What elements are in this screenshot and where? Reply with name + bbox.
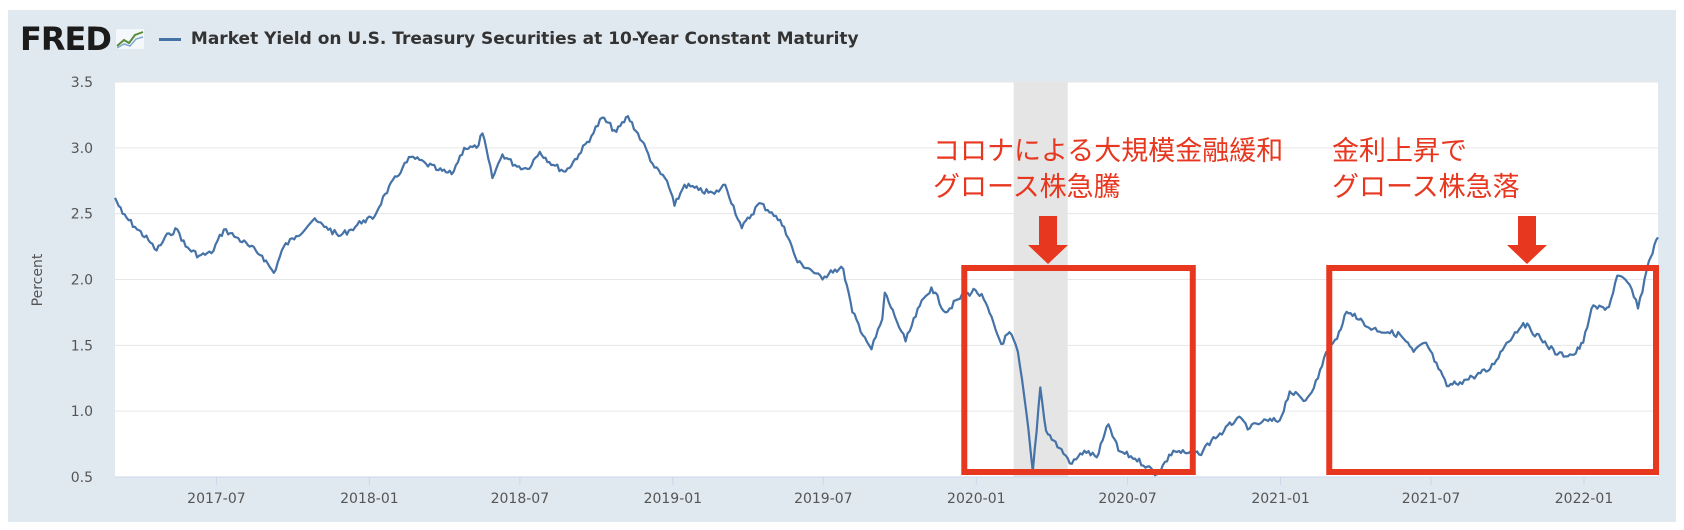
legend-swatch (158, 37, 181, 41)
x-axis: 2017-07 2018-01 2018-07 2019-01 2019-07 2020-… (115, 476, 1658, 507)
chart-header: FRED Market Yield on U.S. Treasury Secur… (20, 20, 859, 58)
graph-logo-icon (114, 28, 145, 50)
annotation-2-line2: グロース株急落 (1332, 172, 1520, 203)
x-tick-label: 2017-07 (187, 491, 246, 507)
annotation-2-line1: 金利上昇で (1332, 136, 1467, 167)
x-tick-label: 2018-01 (340, 491, 399, 507)
y-tick-label: 3.5 (71, 75, 93, 91)
y-tick-label: 1.0 (71, 404, 93, 420)
highlight-box-1 (961, 265, 1196, 475)
x-tick-label: 2019-07 (794, 491, 853, 507)
annotation-1: コロナによる大規模金融緩和 グロース株急騰 (933, 136, 1283, 264)
x-tick-label: 2022-01 (1555, 491, 1614, 507)
legend-label[interactable]: Market Yield on U.S. Treasury Securities… (190, 29, 859, 49)
x-tick-label: 2021-01 (1251, 491, 1310, 507)
y-axis: 3.5 3.0 2.5 2.0 1.5 1.0 0.5 (71, 75, 93, 486)
arrow-down-icon (1507, 216, 1547, 264)
annotation-2: 金利上昇で グロース株急落 (1332, 136, 1547, 264)
y-tick-label: 0.5 (71, 470, 93, 486)
highlight-boxes (961, 265, 1659, 475)
y-tick-label: 2.0 (71, 273, 93, 289)
x-tick-label: 2021-07 (1402, 491, 1461, 507)
x-tick-label: 2020-01 (947, 491, 1006, 507)
y-tick-label: 1.5 (71, 338, 93, 354)
recession-shading (1013, 82, 1068, 477)
x-tick-label: 2019-01 (644, 491, 703, 507)
arrow-down-icon (1028, 216, 1068, 264)
y-axis-label: Percent (30, 253, 46, 306)
x-tick-label: 2020-07 (1098, 491, 1157, 507)
y-tick-label: 3.0 (71, 141, 93, 157)
annotation-1-line1: コロナによる大規模金融緩和 (933, 136, 1283, 167)
series-line[interactable] (114, 115, 1659, 477)
fred-logo[interactable]: FRED (20, 20, 112, 58)
x-tick-label: 2018-07 (491, 491, 550, 507)
annotation-1-line2: グロース株急騰 (933, 172, 1121, 203)
highlight-box-2 (1326, 265, 1659, 475)
y-tick-label: 2.5 (71, 207, 93, 223)
